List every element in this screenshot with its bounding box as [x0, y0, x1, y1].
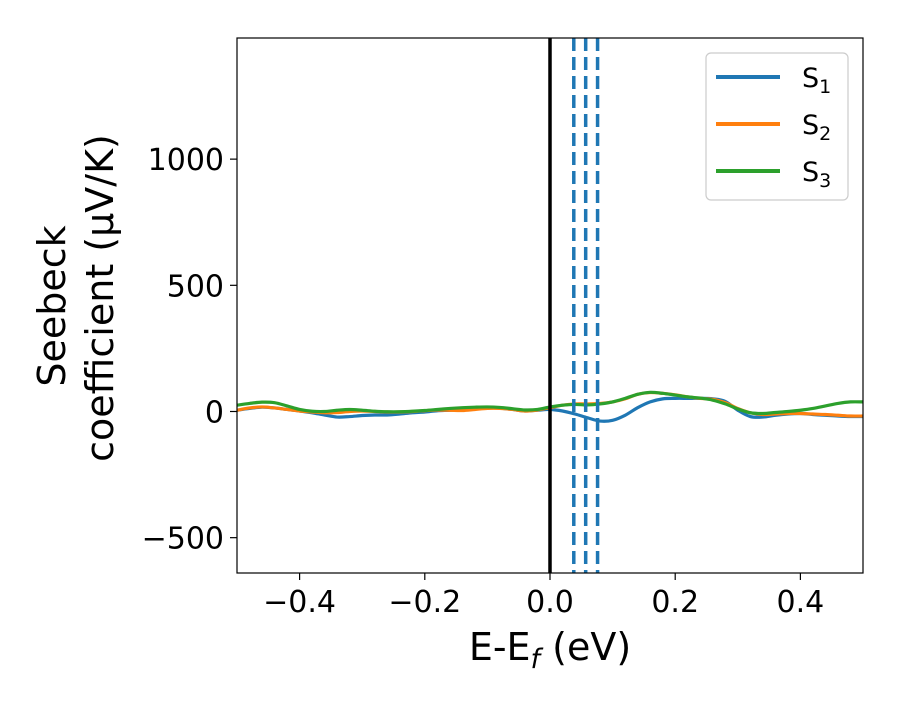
plot-area	[237, 38, 863, 573]
legend-label-s2-sub: 2	[819, 123, 831, 145]
y-tick-label: 1000	[148, 143, 224, 178]
y-tick-label: 500	[167, 269, 224, 304]
legend-box	[705, 52, 849, 201]
legend-label-s2: S2	[802, 110, 831, 145]
x-tick-label: −0.4	[263, 585, 336, 620]
x-tick-label: 0.4	[777, 585, 825, 620]
x-axis-label-unit: (eV)	[540, 625, 631, 669]
axis-ticks: −0.4 −0.2 0.0 0.2 0.4 −500 0 500 1000	[142, 143, 825, 620]
legend-label-s1: S1	[802, 63, 831, 98]
y-axis-label-line1: Seebeck	[30, 225, 74, 386]
x-axis-label-main: E-E	[469, 625, 531, 669]
legend-label-s2-main: S	[802, 110, 819, 141]
legend-label-s1-main: S	[802, 63, 819, 94]
x-axis-label: E-Ef (eV)	[469, 625, 631, 675]
x-tick-label: 0.2	[651, 585, 699, 620]
y-tick-label: 0	[205, 395, 224, 430]
legend-label-s3: S3	[802, 157, 831, 192]
y-tick-label: −500	[142, 522, 224, 557]
x-tick-label: −0.2	[388, 585, 461, 620]
legend-label-s1-sub: 1	[819, 76, 831, 98]
legend-label-s3-sub: 3	[819, 170, 831, 192]
y-axis-label-line2: coefficient (μV/K)	[78, 134, 122, 462]
x-tick-label: 0.0	[526, 585, 574, 620]
legend-label-s3-main: S	[802, 157, 819, 188]
legend: S1 S2 S3	[705, 52, 849, 201]
